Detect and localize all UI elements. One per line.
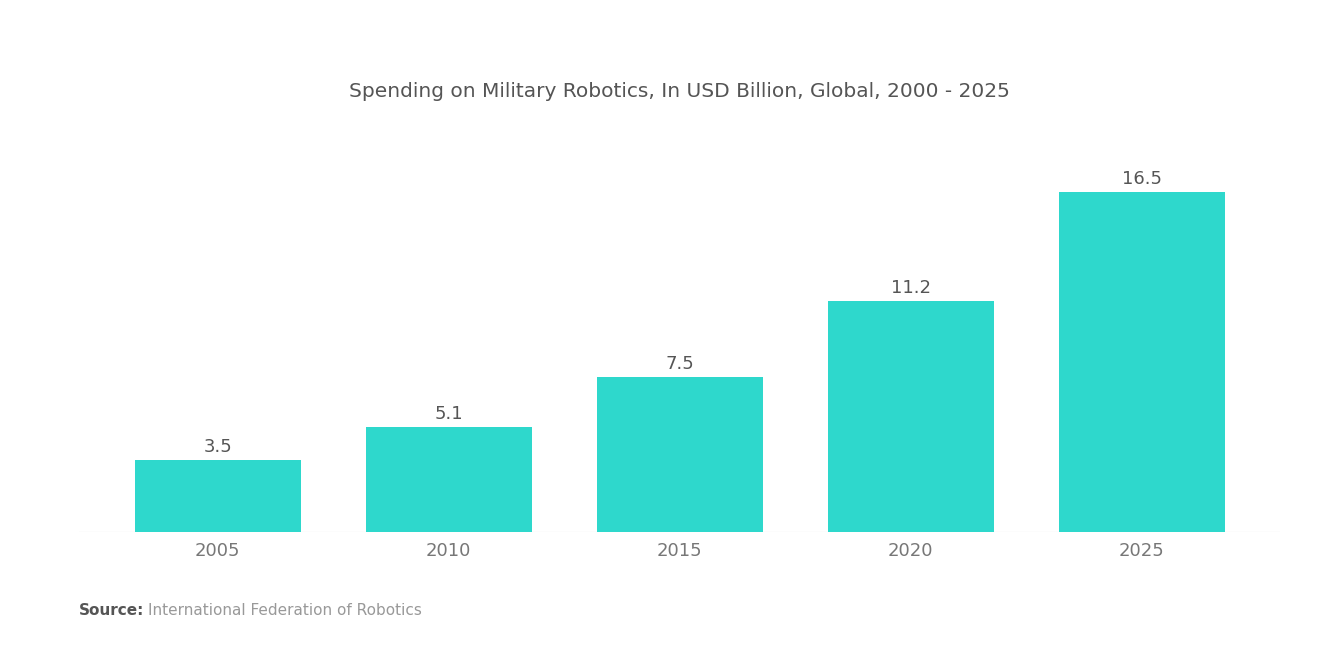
Bar (828, 301, 994, 532)
Text: 16.5: 16.5 (1122, 170, 1162, 188)
Bar (597, 377, 763, 532)
Text: International Federation of Robotics: International Federation of Robotics (148, 603, 421, 618)
Text: 7.5: 7.5 (665, 355, 694, 373)
Text: Source:: Source: (79, 603, 145, 618)
Text: 3.5: 3.5 (203, 438, 232, 456)
Bar (1059, 192, 1225, 532)
Bar (366, 427, 532, 532)
Bar (135, 460, 301, 532)
Title: Spending on Military Robotics, In USD Billion, Global, 2000 - 2025: Spending on Military Robotics, In USD Bi… (350, 82, 1010, 102)
Text: 5.1: 5.1 (434, 405, 463, 423)
Text: 11.2: 11.2 (891, 279, 931, 297)
